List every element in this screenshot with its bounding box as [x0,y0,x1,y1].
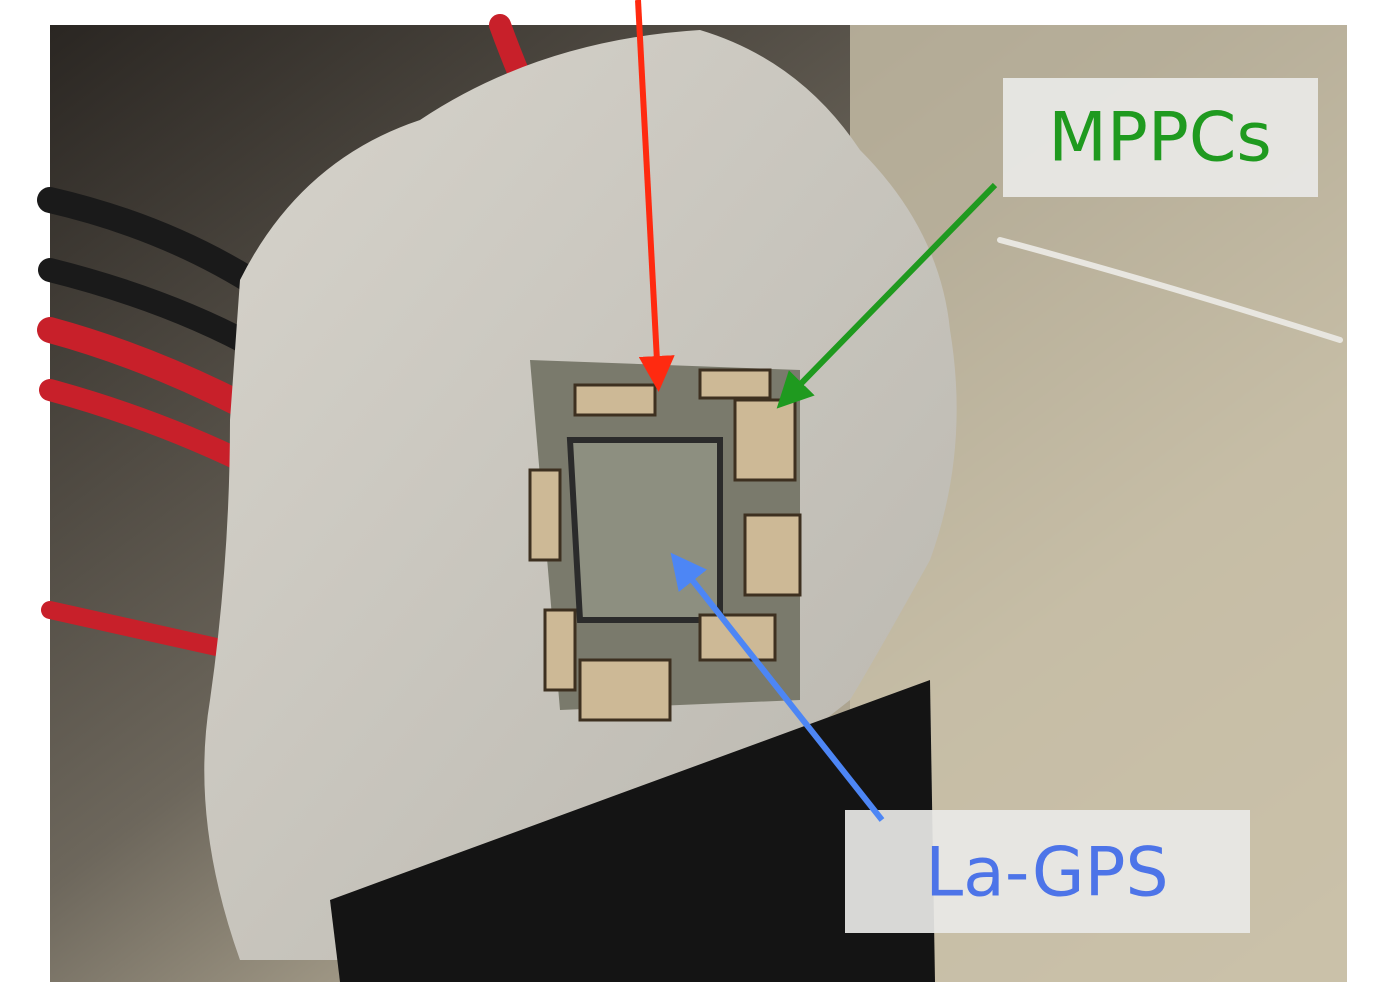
label-la-gps: La-GPS [925,834,1168,913]
annotated-photo: MPPCs La-GPS [0,0,1389,982]
page: {"annotations": [{"text": "MPPCs"}, {"te… [0,0,1389,982]
crystal [570,440,720,620]
label-mppcs: MPPCs [1048,99,1272,178]
